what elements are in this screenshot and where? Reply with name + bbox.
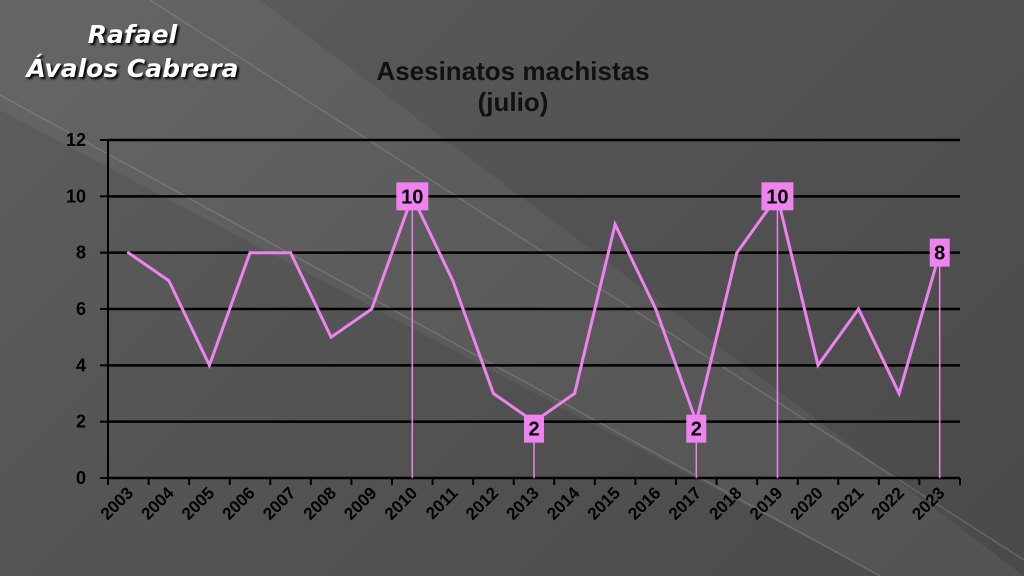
x-tick-label-2015: 2015	[584, 483, 624, 523]
x-tick-label-2022: 2022	[868, 483, 908, 523]
data-point-2014	[573, 392, 577, 395]
author-credit: Rafael Ávalos Cabrera	[0, 18, 265, 86]
data-label-2017: 2	[686, 414, 707, 443]
chart-title-line-1: Asesinatos machistas	[376, 56, 649, 86]
data-label-2010: 10	[396, 182, 429, 211]
data-label-text: 8	[934, 243, 945, 265]
x-tick-label-2004: 2004	[138, 483, 179, 524]
data-label-text: 2	[528, 419, 539, 441]
x-tick-label-2011: 2011	[422, 483, 462, 523]
data-label-2013: 2	[524, 414, 544, 443]
data-labels: 10 2 2 10 8	[396, 182, 950, 443]
data-point-2021	[857, 307, 861, 311]
y-tick-label-2: 2	[76, 412, 86, 432]
x-tick-label-2013: 2013	[503, 483, 543, 523]
data-label-box	[761, 182, 794, 211]
x-tick-label-2012: 2012	[462, 483, 502, 523]
data-point-2016	[654, 307, 658, 311]
data-label-2019: 10	[761, 182, 794, 211]
x-tick-label-2016: 2016	[624, 483, 664, 523]
y-tick-label-10: 10	[66, 186, 86, 206]
x-tick-label-2003: 2003	[97, 483, 137, 523]
author-last-name: Ávalos Cabrera	[26, 54, 239, 83]
data-point-2009	[370, 307, 374, 311]
chart-title: Asesinatos machistas(julio)	[376, 56, 649, 117]
data-point-2008	[329, 335, 333, 339]
data-label-box	[396, 182, 429, 211]
data-point-2005	[207, 363, 211, 367]
y-tick-label-6: 6	[76, 299, 86, 319]
data-point-2012	[491, 392, 495, 395]
y-tick-label-4: 4	[76, 355, 86, 375]
x-tick-label-2018: 2018	[706, 483, 746, 523]
data-point-2003	[126, 251, 130, 255]
data-label-text: 2	[691, 419, 702, 441]
x-tick-labels: 2003 2004 2005 2006 2007 2008 2009 2010 2011 2012…	[97, 483, 949, 524]
chart-title-line-2: (julio)	[478, 87, 549, 117]
x-tick-label-2019: 2019	[746, 483, 786, 523]
data-label-box	[524, 414, 544, 443]
x-tick-label-2014: 2014	[543, 483, 584, 524]
x-tick-label-2021: 2021	[827, 483, 867, 523]
data-point-2011	[451, 279, 455, 283]
data-label-2023: 8	[929, 238, 950, 267]
data-point-2007	[289, 251, 293, 255]
x-tick-label-2023: 2023	[908, 483, 948, 523]
y-tick-label-8: 8	[76, 243, 86, 263]
data-point-2004	[167, 279, 171, 283]
data-point-2022	[897, 392, 901, 395]
author-first-name: Rafael	[87, 20, 178, 49]
x-tick-label-2007: 2007	[259, 483, 299, 523]
data-point-2020	[816, 363, 820, 367]
x-tick-label-2008: 2008	[300, 483, 340, 523]
data-point-2006	[248, 251, 252, 255]
x-tick-label-2010: 2010	[381, 483, 421, 523]
y-tick-label-12: 12	[66, 130, 86, 150]
data-label-box	[686, 414, 707, 443]
x-tick-label-2017: 2017	[665, 483, 705, 523]
x-tick-label-2009: 2009	[340, 483, 380, 523]
y-tick-label-0: 0	[76, 468, 86, 488]
data-label-box	[929, 238, 950, 267]
data-label-text: 10	[401, 186, 423, 208]
y-tick-labels: 0 2 4 6 8 10 12	[66, 130, 86, 488]
data-point-2015	[613, 223, 617, 226]
data-point-2018	[735, 251, 739, 255]
data-label-text: 10	[766, 186, 788, 208]
x-tick-label-2005: 2005	[178, 483, 218, 523]
x-tick-label-2020: 2020	[787, 483, 827, 523]
x-tick-label-2006: 2006	[219, 483, 259, 523]
data-label-drop-lines	[411, 196, 941, 478]
